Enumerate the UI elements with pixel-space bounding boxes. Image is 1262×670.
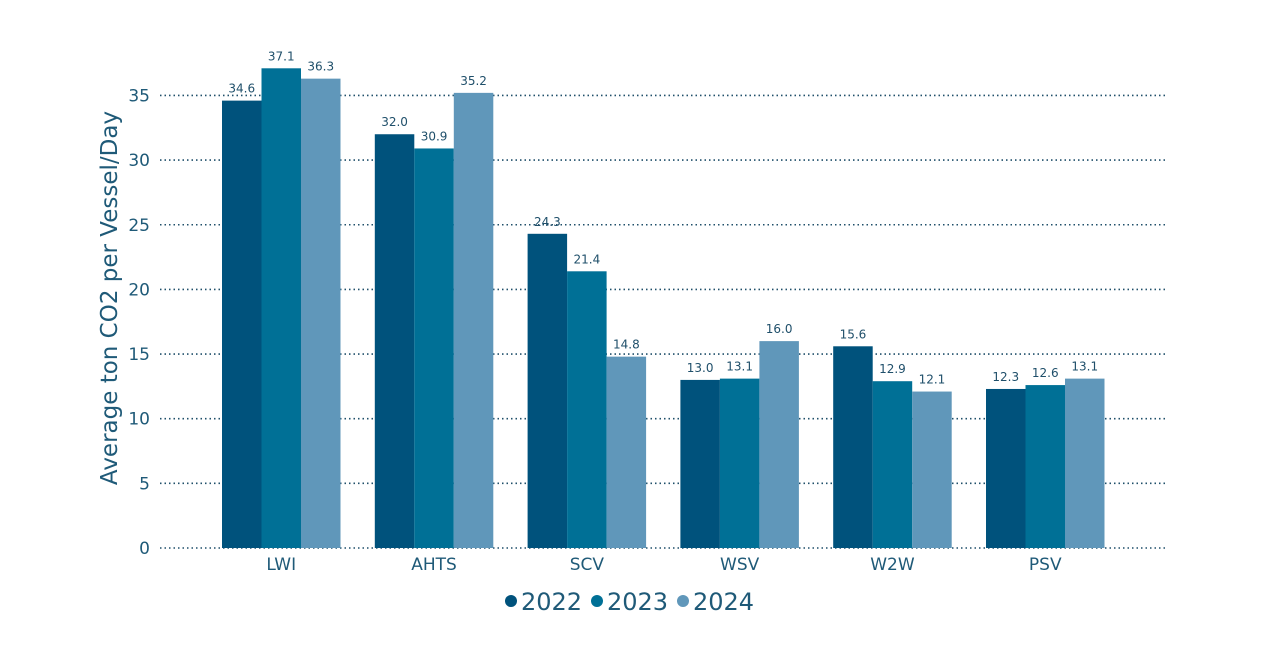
y-axis-title: Average ton CO2 per Vessel/Day <box>97 111 123 485</box>
data-label: 36.3 <box>307 60 334 74</box>
y-tick-label: 10 <box>128 410 150 430</box>
legend-label: 2023 <box>607 588 668 616</box>
bar-ahts-2022 <box>374 134 415 549</box>
data-label: 32.0 <box>381 115 408 129</box>
data-label: 21.4 <box>573 252 600 266</box>
bar-lwi-2022 <box>222 100 262 548</box>
data-label: 12.9 <box>879 362 906 376</box>
data-label: 34.6 <box>228 82 255 96</box>
y-tick-label: 25 <box>128 216 150 236</box>
x-category-label: LWI <box>266 555 296 575</box>
data-label: 13.0 <box>687 361 714 375</box>
data-label: 12.6 <box>1032 366 1059 380</box>
bar-scv-2023 <box>567 271 607 548</box>
bars <box>222 68 1105 549</box>
bar-w2w-2024 <box>912 391 952 548</box>
bar-wsv-2023 <box>719 378 760 548</box>
data-label: 15.6 <box>840 327 867 341</box>
bar-lwi-2023 <box>261 68 301 548</box>
y-tick-label: 35 <box>128 86 150 106</box>
data-label: 37.1 <box>268 49 295 63</box>
bar-ahts-2024 <box>453 92 494 548</box>
x-category-label: PSV <box>1029 555 1062 575</box>
data-label: 12.1 <box>919 373 946 387</box>
data-label: 13.1 <box>726 360 753 374</box>
x-category-label: SCV <box>570 555 605 575</box>
data-labels: 34.6 37.1 36.3 32.0 30.9 35.2 24.3 21.4 14.8 13.0… <box>228 49 1098 386</box>
bar-psv-2023 <box>1025 385 1065 548</box>
legend-marker-2023 <box>591 595 603 607</box>
y-tick-label: 30 <box>128 151 150 171</box>
y-tick-label: 0 <box>139 539 150 559</box>
bar-wsv-2022 <box>680 379 720 548</box>
bar-scv-2022 <box>527 233 568 548</box>
legend-label: 2024 <box>693 588 754 616</box>
bar-ahts-2023 <box>414 148 454 548</box>
data-label: 12.3 <box>992 370 1019 384</box>
legend: 2022 2023 2024 <box>505 588 754 616</box>
x-category-label: AHTS <box>411 555 457 575</box>
data-label: 13.1 <box>1071 360 1098 374</box>
bar-w2w-2022 <box>833 346 873 548</box>
y-tick-label: 20 <box>128 280 150 300</box>
data-label: 16.0 <box>766 322 793 336</box>
legend-marker-2022 <box>505 595 517 607</box>
bar-psv-2022 <box>986 388 1026 548</box>
data-label: 35.2 <box>460 74 487 88</box>
y-axis-ticks: 0 5 10 15 20 25 30 35 <box>128 86 150 559</box>
x-category-label: WSV <box>720 555 760 575</box>
bar-lwi-2024 <box>301 78 341 549</box>
legend-label: 2022 <box>521 588 582 616</box>
data-label: 24.3 <box>534 215 561 229</box>
bar-scv-2024 <box>606 356 647 548</box>
y-tick-label: 5 <box>139 474 150 494</box>
data-label: 30.9 <box>421 129 448 143</box>
legend-marker-2024 <box>677 595 689 607</box>
bar-psv-2024 <box>1065 378 1105 548</box>
y-tick-label: 15 <box>128 345 150 365</box>
x-axis-categories: LWI AHTS SCV WSV W2W PSV <box>266 555 1062 575</box>
bar-w2w-2023 <box>872 381 913 548</box>
bar-wsv-2024 <box>759 341 799 548</box>
data-label: 14.8 <box>613 338 640 352</box>
x-category-label: W2W <box>870 555 915 575</box>
